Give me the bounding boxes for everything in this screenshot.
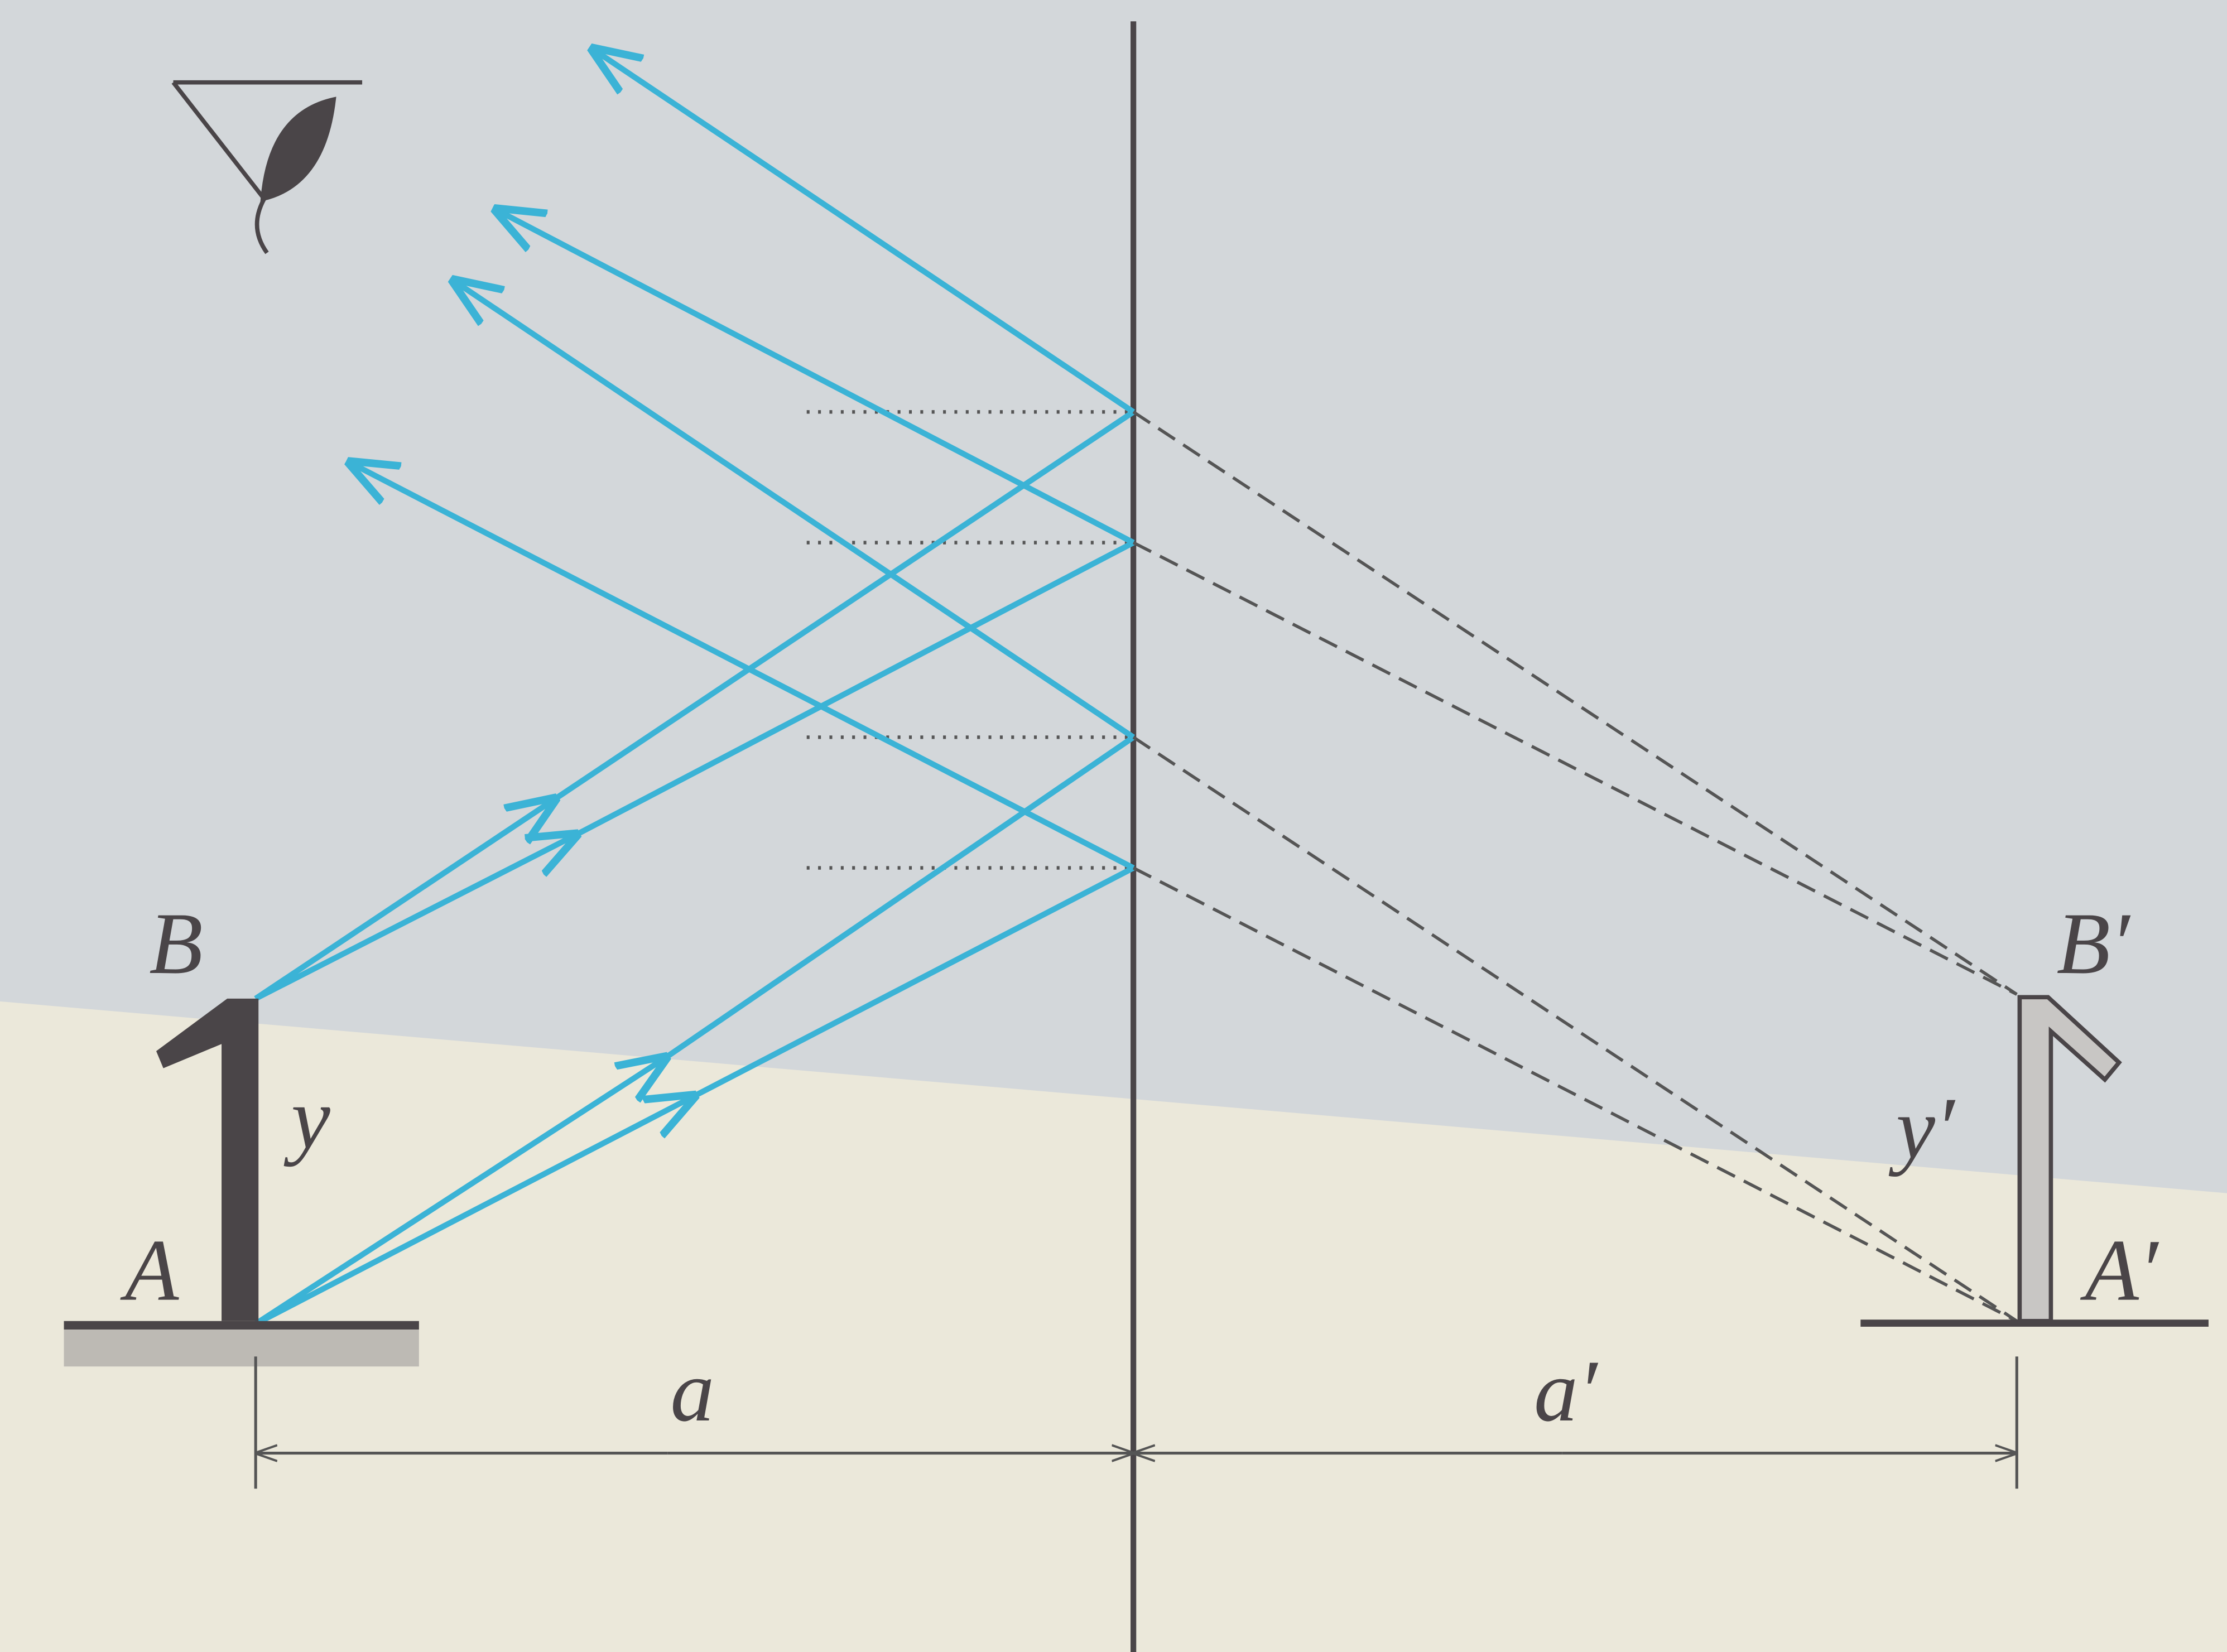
eye-icon [171, 80, 363, 254]
label-a: A [120, 1222, 179, 1319]
object-base-shade [64, 1330, 419, 1367]
image [2017, 995, 2122, 1323]
label-distance-a: a [670, 1342, 714, 1440]
label-b-prime: B′ [2057, 895, 2131, 993]
label-y-prime: y′ [1888, 1080, 1956, 1177]
ground [0, 1001, 2227, 1652]
label-a-prime: A′ [2080, 1222, 2159, 1319]
virtual-rays [1132, 411, 2018, 1323]
label-y: y [283, 1070, 331, 1167]
object-base [64, 1321, 419, 1330]
label-distance-a-prime: a′ [1534, 1342, 1599, 1440]
reflected-rays [351, 50, 1135, 871]
object [156, 998, 259, 1321]
incident-rays [254, 410, 1136, 1327]
label-b: B [149, 895, 203, 993]
dimension-lines [254, 1356, 2018, 1489]
